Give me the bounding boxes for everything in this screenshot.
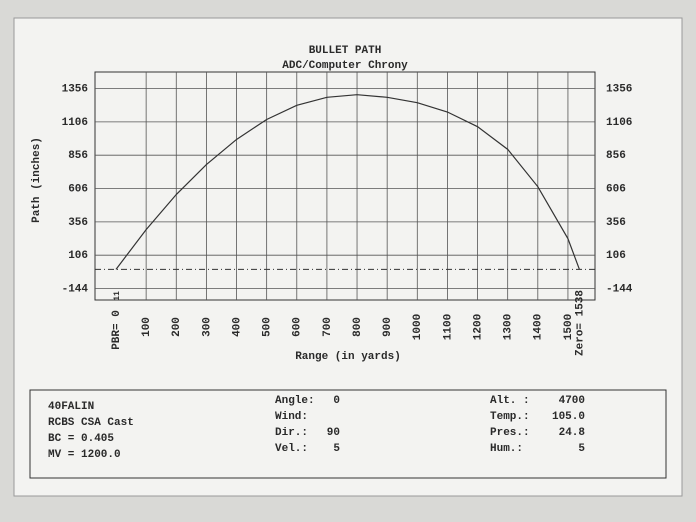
zero-label: Zero= 1538 (574, 290, 586, 356)
load-info: RCBS CSA Cast (48, 417, 134, 429)
x-tick-label: 1500 (563, 314, 575, 340)
y-tick-label: 106 (68, 250, 88, 262)
y2-tick-label: -144 (606, 283, 633, 295)
environment-label: Temp.: (490, 411, 530, 423)
condition-label: Vel.: (275, 443, 308, 455)
x-tick-label: 200 (171, 317, 183, 337)
environment-value: 105.0 (552, 411, 585, 423)
x-tick-label: 400 (231, 317, 243, 337)
x-tick-label: 900 (382, 317, 394, 337)
x-tick-label: 1200 (472, 314, 484, 340)
y2-tick-label: 1356 (606, 83, 632, 95)
x-tick-label: 1000 (412, 314, 424, 340)
y2-tick-label: 106 (606, 250, 626, 262)
chart-title: BULLET PATH (309, 45, 382, 57)
y2-tick-label: 606 (606, 183, 626, 195)
y2-tick-label: 856 (606, 150, 626, 162)
environment-value: 24.8 (559, 427, 586, 439)
x-tick-label: 800 (352, 317, 364, 337)
x-axis-label: Range (in yards) (295, 351, 401, 363)
x-tick-label: 600 (292, 317, 304, 337)
environment-label: Pres.: (490, 427, 530, 439)
y-tick-label: 356 (68, 217, 88, 229)
load-info: BC = 0.405 (48, 433, 114, 445)
load-info: MV = 1200.0 (48, 449, 121, 461)
y2-tick-label: 1106 (606, 117, 632, 129)
x-tick-label: 300 (201, 317, 213, 337)
x-tick-label: 1100 (442, 314, 454, 340)
y-tick-label: 856 (68, 150, 88, 162)
x-tick-label: 700 (322, 317, 334, 337)
environment-value: 4700 (559, 395, 585, 407)
chart-subtitle: ADC/Computer Chrony (282, 60, 408, 72)
trajectory-line (115, 94, 580, 270)
condition-label: Wind: (275, 411, 308, 423)
plot-frame (94, 71, 596, 301)
environment-value: 5 (578, 443, 585, 455)
y-tick-label: 1356 (62, 83, 88, 95)
condition-label: Dir.: (275, 427, 308, 439)
environment-label: Hum.: (490, 443, 523, 455)
y2-tick-label: 356 (606, 217, 626, 229)
near-zero-label: 11 (113, 291, 122, 301)
x-tick-label: 1300 (503, 314, 515, 340)
x-tick-label: 500 (262, 317, 274, 337)
condition-label: Angle: (275, 395, 315, 407)
y-tick-label: 1106 (62, 117, 88, 129)
condition-value: 0 (333, 395, 340, 407)
load-info: 40FALIN (48, 401, 94, 413)
info-box (29, 389, 667, 479)
x-tick-label: 1400 (533, 314, 545, 340)
environment-label: Alt. : (490, 395, 530, 407)
y-axis-label: Path (inches) (31, 137, 43, 223)
y-tick-label: -144 (62, 283, 89, 295)
x-tick-label: 100 (141, 317, 153, 337)
y-tick-label: 606 (68, 183, 88, 195)
condition-value: 5 (333, 443, 340, 455)
condition-value: 90 (327, 427, 340, 439)
pbr-label: PBR= 0 (111, 310, 123, 350)
